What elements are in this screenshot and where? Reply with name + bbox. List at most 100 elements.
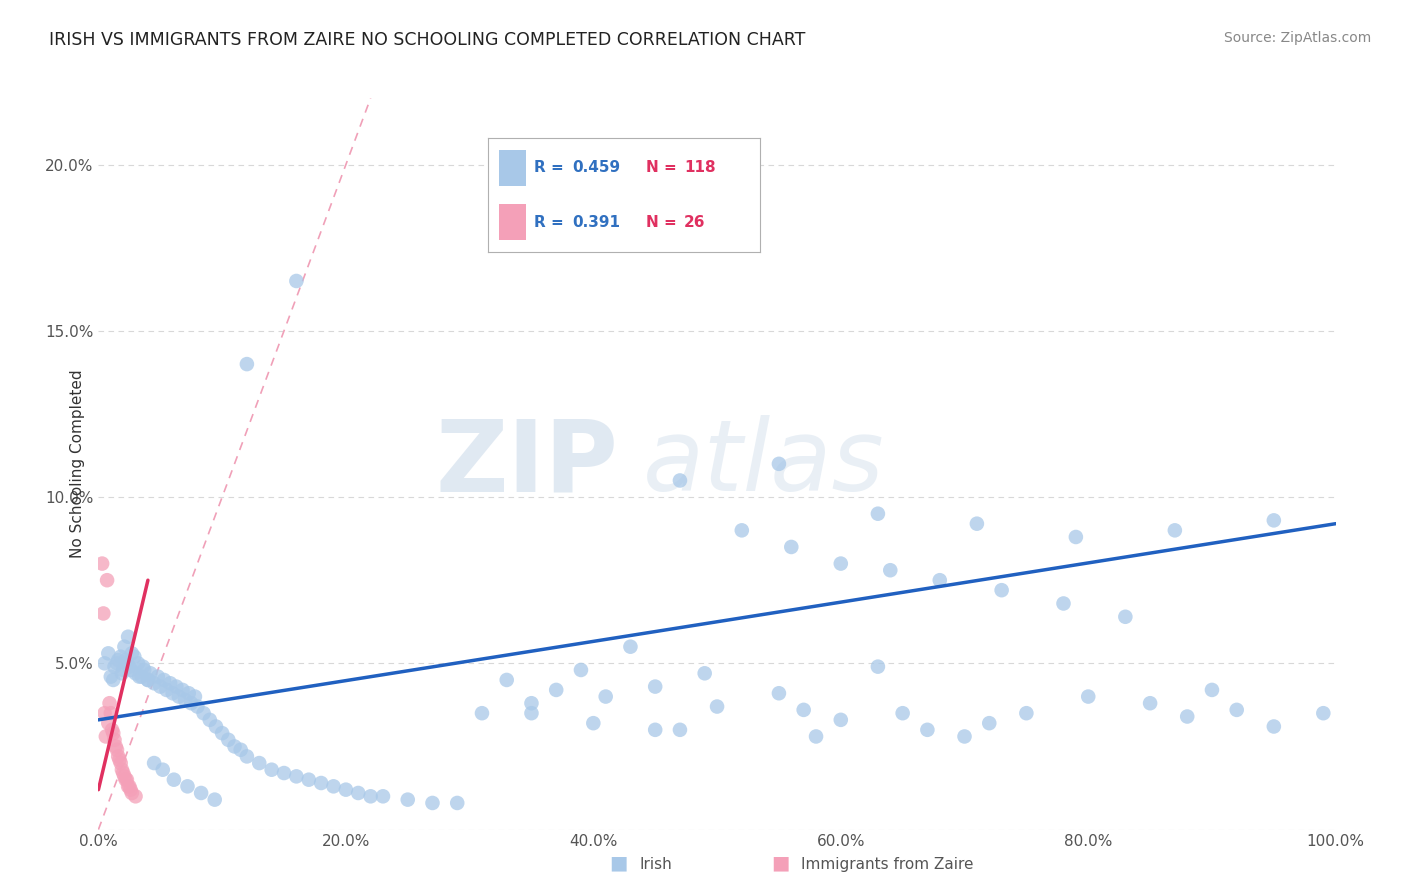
Point [193, 706, 215, 721]
Point [1077, 690, 1099, 704]
Point [928, 573, 950, 587]
Point [1139, 696, 1161, 710]
Point [103, 659, 125, 673]
Point [100, 670, 122, 684]
Text: ■: ■ [609, 854, 628, 872]
Point [100, 706, 122, 721]
Point [966, 516, 988, 531]
Point [180, 696, 202, 710]
Point [128, 670, 150, 684]
Point [446, 796, 468, 810]
Point [693, 666, 716, 681]
Point [546, 682, 568, 697]
Point [236, 357, 259, 371]
Point [422, 796, 444, 810]
Point [120, 663, 142, 677]
Point [229, 743, 252, 757]
Point [186, 699, 208, 714]
Point [124, 789, 146, 804]
Point [224, 739, 246, 754]
Point [101, 723, 124, 737]
Point [247, 756, 270, 770]
Point [347, 786, 370, 800]
Point [582, 716, 605, 731]
Point [167, 690, 190, 704]
Point [96, 573, 118, 587]
Point [110, 649, 132, 664]
Point [153, 673, 176, 687]
Point [204, 792, 226, 806]
Point [335, 782, 357, 797]
Text: Source: ZipAtlas.com: Source: ZipAtlas.com [1223, 31, 1371, 45]
Point [595, 690, 617, 704]
Point [520, 706, 543, 721]
Point [120, 782, 142, 797]
Point [117, 630, 139, 644]
Point [131, 670, 153, 684]
Point [111, 666, 134, 681]
Point [110, 756, 132, 770]
Point [990, 583, 1012, 598]
Point [917, 723, 939, 737]
Point [132, 659, 155, 673]
Point [139, 666, 162, 681]
Point [731, 524, 754, 538]
Point [149, 680, 172, 694]
Point [111, 763, 134, 777]
Point [112, 766, 135, 780]
Point [360, 789, 382, 804]
Point [205, 719, 228, 733]
Point [520, 696, 543, 710]
Text: IRISH VS IMMIGRANTS FROM ZAIRE NO SCHOOLING COMPLETED CORRELATION CHART: IRISH VS IMMIGRANTS FROM ZAIRE NO SCHOOL… [49, 31, 806, 49]
Point [830, 713, 852, 727]
Point [1263, 513, 1285, 527]
Point [112, 663, 135, 677]
Point [107, 653, 129, 667]
Point [136, 673, 159, 687]
Point [112, 769, 135, 783]
Point [471, 706, 494, 721]
Point [1201, 682, 1223, 697]
Point [103, 726, 125, 740]
Point [793, 703, 815, 717]
Point [124, 666, 146, 681]
Point [1263, 719, 1285, 733]
Point [121, 786, 143, 800]
Point [108, 753, 131, 767]
Point [768, 686, 790, 700]
Point [953, 730, 976, 744]
Point [184, 690, 207, 704]
Point [117, 780, 139, 794]
Point [112, 640, 135, 654]
Point [143, 756, 166, 770]
Point [804, 730, 827, 744]
Point [104, 739, 127, 754]
Point [94, 730, 117, 744]
Point [134, 663, 156, 677]
Point [891, 706, 914, 721]
Point [768, 457, 790, 471]
Point [93, 706, 115, 721]
Text: Immigrants from Zaire: Immigrants from Zaire [801, 857, 974, 872]
Point [1226, 703, 1249, 717]
Point [143, 676, 166, 690]
Point [569, 663, 592, 677]
Point [190, 786, 212, 800]
Point [644, 680, 666, 694]
Point [177, 686, 200, 700]
Point [866, 659, 889, 673]
Point [124, 649, 146, 664]
Point [103, 732, 125, 747]
Point [830, 557, 852, 571]
Point [172, 682, 194, 697]
Point [1064, 530, 1087, 544]
Text: Irish: Irish [640, 857, 672, 872]
Point [118, 780, 141, 794]
Point [121, 646, 143, 660]
Point [115, 657, 138, 671]
Point [91, 557, 114, 571]
Point [127, 657, 149, 671]
Point [309, 776, 332, 790]
Point [176, 780, 198, 794]
Point [159, 676, 181, 690]
